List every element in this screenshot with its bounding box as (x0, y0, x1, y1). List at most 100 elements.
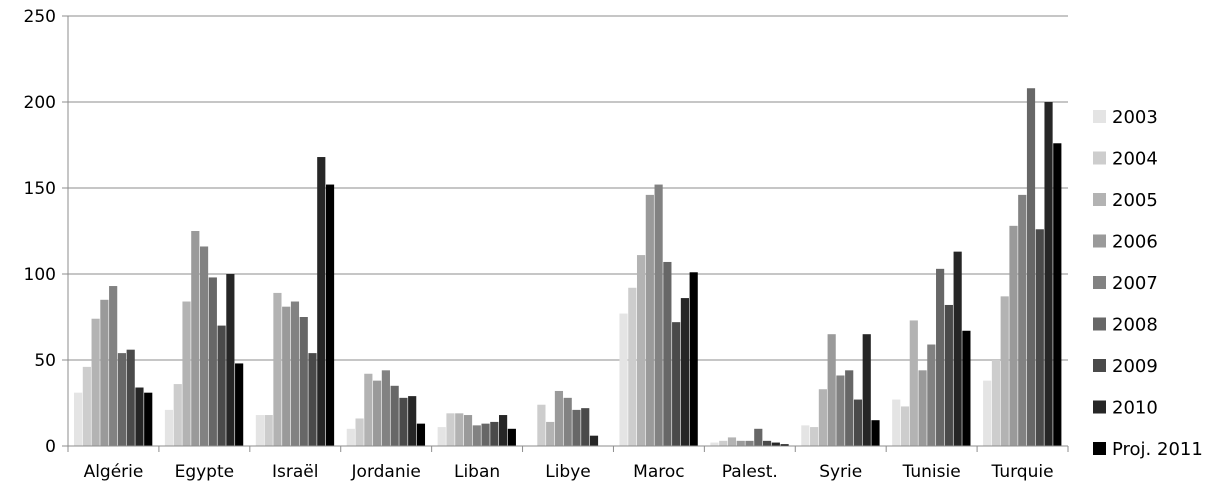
legend-label: 2007 (1112, 273, 1158, 294)
bar (909, 320, 918, 446)
legend-swatch (1093, 110, 1106, 123)
bar (1018, 194, 1027, 446)
bar (962, 330, 971, 446)
legend-item: 2009 (1093, 356, 1158, 377)
legend: 2003 2004 2005 2006 2007 2008 2009 2010 Proj. 20… (1093, 107, 1203, 460)
bar (399, 397, 408, 446)
bar (317, 157, 326, 447)
legend-swatch (1093, 151, 1106, 165)
bar (710, 442, 719, 446)
bar (862, 334, 871, 446)
bar (927, 344, 936, 446)
bar (736, 440, 745, 446)
bar (689, 272, 698, 446)
bar (191, 231, 200, 446)
legend-swatch (1093, 193, 1106, 206)
bar (208, 277, 217, 446)
bar (762, 440, 772, 446)
bar (325, 184, 335, 446)
bar (780, 444, 789, 446)
bar (135, 387, 144, 446)
legend-label: 2004 (1112, 149, 1158, 170)
bar (645, 194, 654, 446)
legend-swatch (1093, 359, 1106, 372)
y-tick-label: 200 (24, 93, 56, 113)
bar (983, 380, 992, 446)
bar (719, 440, 728, 446)
bar (1009, 225, 1018, 446)
bar (801, 425, 810, 446)
x-category-label: Algérie (84, 462, 144, 482)
x-category-label: Liban (454, 462, 500, 482)
bars (74, 88, 1062, 447)
x-category-label: Palest. (722, 462, 778, 482)
legend-swatch (1093, 442, 1106, 455)
bar (836, 375, 845, 446)
bar (282, 306, 291, 446)
bar (1000, 296, 1009, 446)
y-tick-label: 50 (34, 351, 56, 371)
legend-swatch (1093, 276, 1106, 289)
bar (900, 406, 910, 446)
bar (581, 408, 590, 446)
bar (117, 353, 127, 446)
legend-label: 2003 (1112, 107, 1158, 128)
x-axis-category-labels: Algérie Egypte Israël Jordanie Liban Libye Mar… (84, 462, 1054, 482)
bar (290, 301, 300, 446)
legend-swatch (1093, 317, 1106, 331)
bar (771, 442, 780, 446)
bar (554, 390, 564, 446)
axes (67, 16, 1069, 452)
bar (563, 397, 572, 446)
gridlines (68, 15, 1068, 361)
legend-swatch (1093, 234, 1106, 248)
bar (235, 363, 244, 446)
bar (490, 421, 499, 446)
bar (74, 392, 83, 446)
bar (472, 425, 481, 446)
legend-swatch (1093, 400, 1106, 414)
legend-label: 2006 (1112, 232, 1158, 253)
legend-item: 2005 (1093, 190, 1158, 211)
bar (918, 370, 927, 446)
bar (416, 423, 426, 446)
y-tick-label: 100 (24, 265, 56, 285)
bar (82, 366, 91, 446)
x-category-label: Syrie (819, 462, 862, 482)
bar (853, 399, 863, 446)
bar (390, 385, 399, 446)
bar (126, 349, 135, 446)
bar (226, 274, 235, 446)
x-category-label: Libye (545, 462, 591, 482)
legend-item: 2010 (1093, 398, 1158, 419)
legend-item: 2007 (1093, 273, 1158, 294)
bar (845, 370, 854, 446)
bar (636, 255, 646, 446)
bar (754, 428, 763, 446)
y-axis-tick-labels: 0 50 100 150 200 250 (24, 7, 68, 457)
bar (1053, 143, 1062, 446)
bar (892, 399, 901, 446)
x-category-label: Maroc (633, 462, 684, 482)
bar (381, 370, 390, 446)
bar (273, 292, 282, 446)
bar (299, 317, 308, 446)
x-category-label: Egypte (175, 462, 235, 482)
legend-item: 2008 (1093, 315, 1158, 336)
bar (654, 184, 663, 446)
bar (109, 286, 118, 446)
bar (182, 301, 191, 446)
bar (437, 427, 446, 446)
bar (936, 268, 945, 446)
bar (871, 420, 880, 446)
bar (446, 413, 455, 446)
bar (827, 334, 836, 446)
bar (481, 423, 490, 446)
legend-label: 2010 (1112, 398, 1158, 419)
bar (663, 261, 672, 446)
bar (264, 415, 273, 446)
bar (144, 392, 153, 446)
bar (373, 380, 382, 446)
bar (355, 418, 364, 446)
